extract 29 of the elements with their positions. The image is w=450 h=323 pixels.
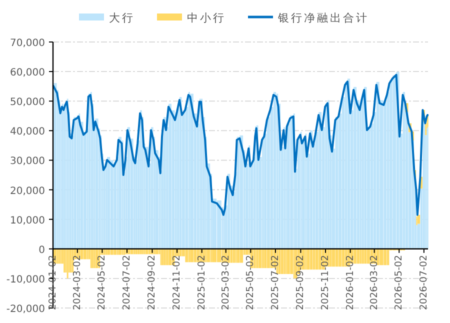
legend-label: 大行 [109,12,135,24]
y-tick-label: 20,000 [10,186,45,197]
x-tick-label: 2024-07-02 [122,254,133,310]
y-tick-label: 30,000 [10,156,45,168]
x-tick-label: 2024-09-02 [146,254,158,310]
x-tick-label: 2025-03-02 [220,254,232,310]
y-tick-label: 60,000 [10,68,45,79]
x-tick-label: 2024-05-02 [96,254,108,310]
x-tick-label: 2026-05-02 [394,254,405,310]
y-tick-label: 40,000 [10,126,45,138]
y-tick-label: 0 [38,244,45,256]
x-tick-label: 2025-05-02 [245,254,256,310]
y-tick-label: 10,000 [10,215,45,226]
x-tick-label: 2024-11-02 [172,254,183,310]
y-tick-label: -10,000 [6,274,45,286]
x-tick-label: 2025-07-02 [270,254,281,310]
y-tick-label: 70,000 [10,38,45,49]
legend-label: 中小行 [187,12,226,24]
x-tick-label: 2026-03-02 [368,254,380,310]
x-tick-label: 2025-11-02 [320,254,332,310]
x-tick-label: 2025-01-02 [196,254,208,310]
x-tick-label: 2025-09-02 [295,254,306,310]
y-tick-label: -20,000 [6,304,45,315]
x-tick-label: 2024-03-02 [72,254,83,310]
x-tick-label: 2026-01-02 [344,254,356,310]
y-tick-label: 50,000 [10,97,45,108]
legend-label: 银行净融出合计 [277,12,369,24]
x-tick-label: 2024-01-02 [48,254,58,310]
x-tick-label: 2026-07-02 [418,254,430,310]
